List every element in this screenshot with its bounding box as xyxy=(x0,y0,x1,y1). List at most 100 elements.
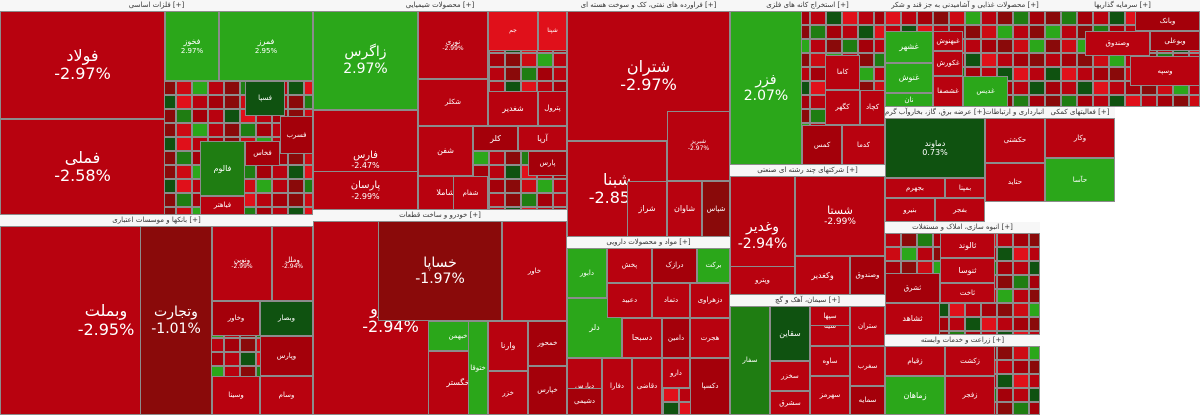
minor-stock-cell[interactable] xyxy=(1093,11,1109,25)
minor-stock-cell[interactable] xyxy=(1029,402,1040,415)
minor-stock-cell[interactable] xyxy=(176,95,192,109)
minor-stock-cell[interactable] xyxy=(224,81,240,95)
stock-cell[interactable]: وبانک xyxy=(1135,11,1200,31)
stock-cell[interactable]: دامین xyxy=(662,318,690,358)
stock-cell[interactable]: وکغدیر xyxy=(795,256,850,295)
minor-stock-cell[interactable] xyxy=(1029,388,1040,402)
minor-stock-cell[interactable] xyxy=(240,338,256,352)
minor-stock-cell[interactable] xyxy=(965,303,981,317)
minor-stock-cell[interactable] xyxy=(965,11,981,25)
minor-stock-cell[interactable] xyxy=(489,151,505,165)
minor-stock-cell[interactable] xyxy=(997,53,1013,67)
minor-stock-cell[interactable] xyxy=(1029,81,1045,95)
minor-stock-cell[interactable] xyxy=(1109,81,1125,95)
minor-stock-cell[interactable] xyxy=(810,39,826,53)
stock-cell[interactable]: غدیس xyxy=(963,76,1008,107)
minor-stock-cell[interactable] xyxy=(505,151,521,165)
minor-stock-cell[interactable] xyxy=(810,81,826,95)
minor-stock-cell[interactable] xyxy=(1029,360,1040,374)
stock-cell[interactable]: بفجر xyxy=(935,198,985,222)
minor-stock-cell[interactable] xyxy=(981,317,997,331)
stock-cell[interactable]: فمرز 2.95% xyxy=(219,11,313,81)
stock-cell[interactable]: شکلر xyxy=(418,79,488,126)
stock-cell[interactable]: فخاس xyxy=(245,141,280,166)
stock-cell[interactable]: ثالوند xyxy=(940,233,995,258)
minor-stock-cell[interactable] xyxy=(1029,247,1040,261)
minor-stock-cell[interactable] xyxy=(1141,95,1157,107)
stock-cell[interactable]: شفام xyxy=(453,176,488,210)
stock-cell[interactable]: وسام xyxy=(260,376,313,415)
sector-header[interactable]: محصولات غذایی و آشامیدنی به جز قند و شکر… xyxy=(885,0,1045,11)
minor-stock-cell[interactable] xyxy=(997,317,1013,331)
minor-stock-cell[interactable] xyxy=(1061,95,1077,107)
minor-stock-cell[interactable] xyxy=(1125,95,1141,107)
minor-stock-cell[interactable] xyxy=(1029,95,1045,107)
stock-cell[interactable]: غکورش xyxy=(933,51,963,76)
minor-stock-cell[interactable] xyxy=(997,39,1013,53)
minor-stock-cell[interactable] xyxy=(505,179,521,193)
stock-cell[interactable]: خپارس xyxy=(528,366,567,415)
minor-stock-cell[interactable] xyxy=(1013,388,1029,402)
minor-stock-cell[interactable] xyxy=(272,165,288,179)
minor-stock-cell[interactable] xyxy=(1157,95,1173,107)
minor-stock-cell[interactable] xyxy=(917,233,933,247)
stock-cell[interactable]: درازک xyxy=(652,248,697,283)
stock-cell[interactable]: کدما xyxy=(842,125,885,165)
minor-stock-cell[interactable] xyxy=(240,123,256,137)
stock-cell[interactable]: فالوم xyxy=(200,141,245,196)
minor-stock-cell[interactable] xyxy=(1061,67,1077,81)
minor-stock-cell[interactable] xyxy=(965,25,981,39)
minor-stock-cell[interactable] xyxy=(1077,11,1093,25)
minor-stock-cell[interactable] xyxy=(304,81,313,95)
minor-stock-cell[interactable] xyxy=(1013,25,1029,39)
minor-stock-cell[interactable] xyxy=(288,95,304,109)
sector-header[interactable]: انبوه سازی، املاک و مستغلات [+] xyxy=(885,222,1040,233)
minor-stock-cell[interactable] xyxy=(842,25,858,39)
stock-cell[interactable]: فزر 2.07% xyxy=(730,11,802,165)
minor-stock-cell[interactable] xyxy=(1013,374,1029,388)
stock-cell[interactable]: سغرب xyxy=(850,346,885,386)
stock-cell[interactable]: وتجارت -1.01% xyxy=(140,226,212,415)
minor-stock-cell[interactable] xyxy=(997,303,1013,317)
stock-cell[interactable]: فولاد -2.97% xyxy=(0,11,165,119)
stock-cell[interactable]: وپترو xyxy=(730,266,795,295)
minor-stock-cell[interactable] xyxy=(997,11,1013,25)
stock-cell[interactable]: ختوقا xyxy=(468,321,488,415)
minor-stock-cell[interactable] xyxy=(505,53,521,67)
minor-stock-cell[interactable] xyxy=(997,388,1013,402)
minor-stock-cell[interactable] xyxy=(965,317,981,331)
minor-stock-cell[interactable] xyxy=(224,123,240,137)
minor-stock-cell[interactable] xyxy=(256,123,272,137)
minor-stock-cell[interactable] xyxy=(1013,81,1029,95)
stock-cell[interactable]: خمحور xyxy=(528,321,567,366)
minor-stock-cell[interactable] xyxy=(208,123,224,137)
minor-stock-cell[interactable] xyxy=(473,151,489,165)
minor-stock-cell[interactable] xyxy=(858,53,874,67)
minor-stock-cell[interactable] xyxy=(489,207,505,210)
minor-stock-cell[interactable] xyxy=(842,39,858,53)
minor-stock-cell[interactable] xyxy=(505,193,521,207)
minor-stock-cell[interactable] xyxy=(176,137,192,151)
minor-stock-cell[interactable] xyxy=(997,360,1013,374)
minor-stock-cell[interactable] xyxy=(192,95,208,109)
stock-cell[interactable]: دفارا xyxy=(602,358,632,415)
stock-cell[interactable]: کمس xyxy=(802,125,842,165)
stock-cell[interactable]: حتاید xyxy=(985,163,1045,202)
sector-header[interactable]: زراعت و خدمات وابسته [+] xyxy=(885,335,1040,346)
stock-cell[interactable]: کاما xyxy=(825,55,860,90)
stock-cell[interactable]: ونوین -2.99% xyxy=(212,226,272,301)
minor-stock-cell[interactable] xyxy=(489,67,505,81)
minor-stock-cell[interactable] xyxy=(1077,67,1093,81)
stock-cell[interactable]: پخش xyxy=(607,248,652,283)
stock-cell[interactable]: دابور xyxy=(567,248,607,298)
minor-stock-cell[interactable] xyxy=(901,247,917,261)
minor-stock-cell[interactable] xyxy=(1013,53,1029,67)
minor-stock-cell[interactable] xyxy=(663,402,679,415)
sector-header[interactable]: حمل ونقل، انبارداری و ارتباطات [+] xyxy=(985,107,1045,118)
minor-stock-cell[interactable] xyxy=(505,207,521,210)
stock-cell[interactable]: حآسا xyxy=(1045,158,1115,202)
stock-cell[interactable]: دقاضی xyxy=(632,358,662,415)
minor-stock-cell[interactable] xyxy=(192,123,208,137)
stock-cell[interactable]: دعبید xyxy=(607,283,652,318)
minor-stock-cell[interactable] xyxy=(192,109,208,123)
